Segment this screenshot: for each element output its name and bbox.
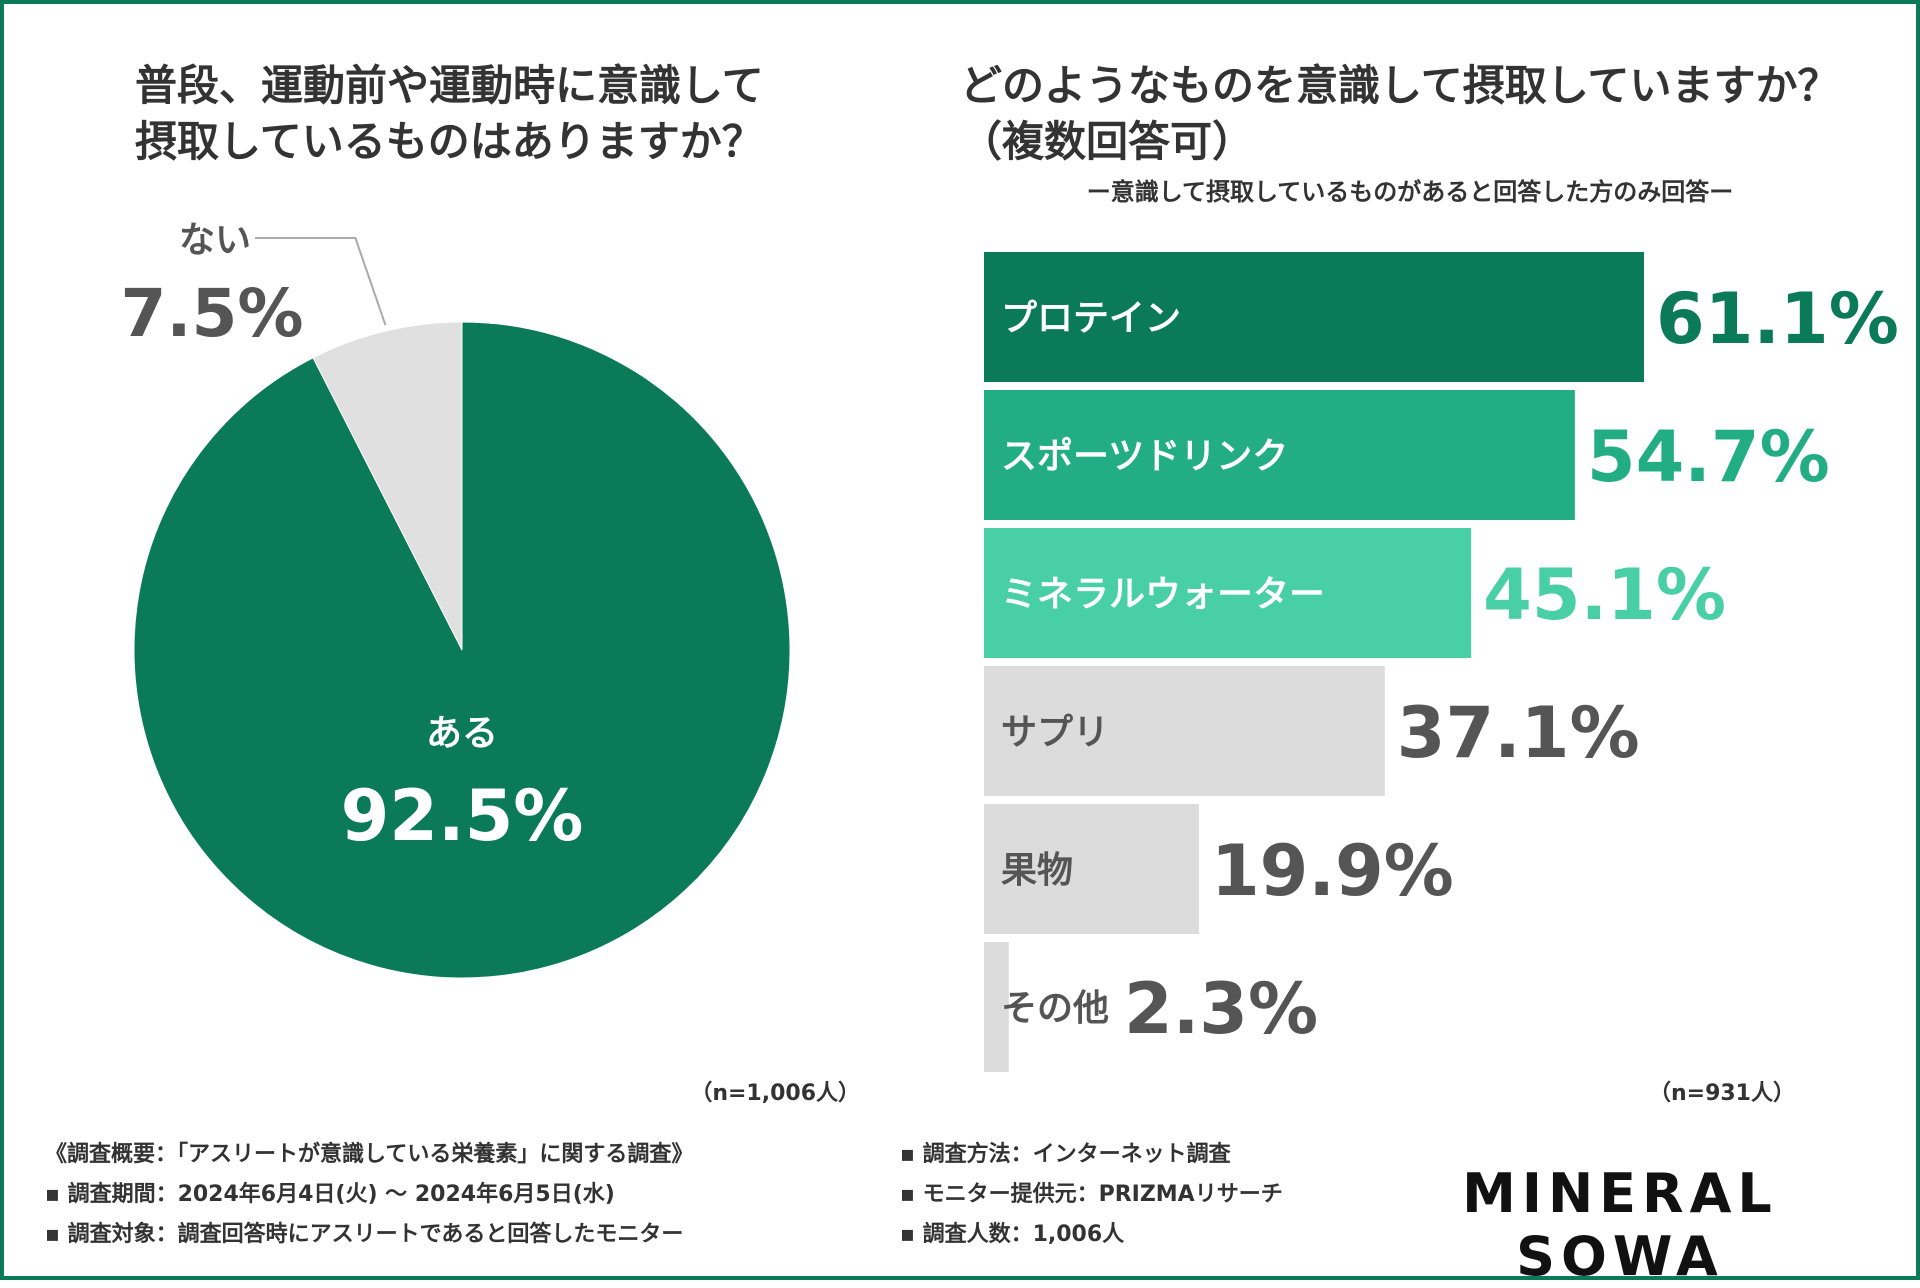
pie-title: 普段、運動前や運動時に意識して 摂取しているものはありますか？ [135,58,835,170]
bar-1 [984,390,1575,520]
pie-title-line1: 普段、運動前や運動時に意識して [135,61,764,110]
bar-title-line1: どのようなものを意識して摂取していますか？ [960,61,1840,110]
bar-5 [984,942,1009,1072]
bar-value-1: 54.7% [1587,416,1830,498]
bar-label-4: 果物 [1001,850,1073,891]
bar-3 [984,666,1385,796]
bar-value-2: 45.1% [1483,554,1726,636]
pie-leader-line-1 [255,237,387,326]
bar-label-2: ミネラルウォーター [1001,574,1325,615]
bar-label-5: その他 [1001,988,1109,1029]
bar-label-0: プロテイン [1001,298,1181,339]
footer-provider: ▪ モニター提供元：PRIZMAリサーチ [900,1182,1283,1207]
bar-0 [984,252,1644,382]
bar-title-line2: （複数回答可） [960,117,1255,166]
footer-survey-method: ▪ 調査方法：インターネット調査 ▪ モニター提供元：PRIZMAリサーチ ▪ … [900,1135,1360,1255]
bar-value-0: 61.1% [1656,278,1899,360]
footer-survey-overview: 《調査概要：「アスリートが意識している栄養素」に関する調査》 ▪ 調査期間：20… [45,1135,905,1255]
footer-survey-target: ▪ 調査対象：調査回答時にアスリートであると回答したモニター [45,1222,684,1247]
bar-label-1: スポーツドリンク [1001,435,1288,477]
bar-label-3: サプリ [1001,712,1109,753]
bar-title: どのようなものを意識して摂取していますか？ （複数回答可） [960,58,1900,170]
brand-logo: MINERAL SOWA [1462,1162,1778,1288]
pie-label-value-1: 7.5% [120,275,303,352]
footer-survey-period: ▪ 調査期間：2024年6月4日(火) 〜 2024年6月5日(水) [45,1182,615,1207]
pie-title-line2: 摂取しているものはありますか？ [135,117,764,166]
bar-value-4: 19.9% [1211,830,1454,912]
pie-slice-1 [312,321,463,651]
pie-label-value-0: 92.5% [341,775,584,857]
pie-label-category-1: ない [179,220,251,261]
footer-count: ▪ 調査人数：1,006人 [900,1222,1125,1247]
bar-value-3: 37.1% [1397,692,1640,774]
pie-label-category-0: ある [426,713,498,754]
bar-subtitle: ー意識して摂取しているものがあると回答した方のみ回答ー [1086,178,1734,206]
bar-value-5: 2.3% [1124,968,1318,1050]
bar-2 [984,528,1472,658]
pie-sample-size: （n=1,006人） [690,1081,860,1106]
bar-4 [984,804,1199,934]
footer-method: ▪ 調査方法：インターネット調査 [900,1142,1231,1167]
bar-sample-size: （n=931人） [1648,1081,1795,1106]
footer-overview-title: 《調査概要：「アスリートが意識している栄養素」に関する調査》 [45,1142,694,1167]
